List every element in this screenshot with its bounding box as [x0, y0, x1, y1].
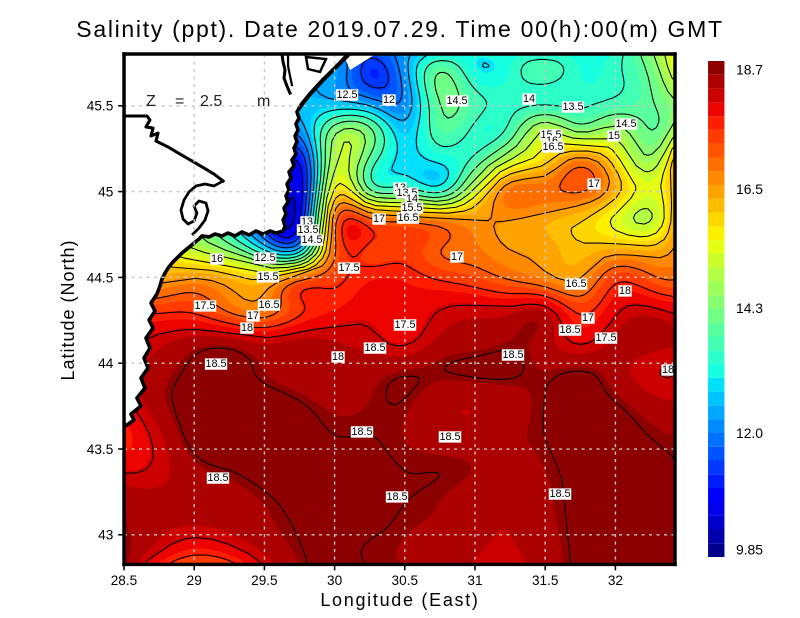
svg-text:17.5: 17.5	[595, 332, 616, 344]
svg-text:15.5: 15.5	[401, 202, 422, 214]
svg-text:28.5: 28.5	[111, 573, 138, 588]
svg-text:16.5: 16.5	[736, 181, 763, 197]
svg-text:17: 17	[588, 178, 600, 190]
svg-text:14.5: 14.5	[615, 118, 636, 130]
svg-text:17: 17	[373, 213, 385, 225]
svg-text:18.5: 18.5	[439, 431, 460, 443]
svg-text:13.5: 13.5	[297, 224, 318, 236]
svg-text:9.85: 9.85	[736, 542, 763, 558]
svg-text:18.5: 18.5	[386, 491, 407, 503]
svg-text:30: 30	[327, 573, 343, 588]
svg-text:18.5: 18.5	[207, 472, 228, 484]
svg-text:17: 17	[582, 312, 594, 324]
svg-text:12: 12	[383, 94, 395, 106]
svg-text:18.5: 18.5	[549, 488, 570, 500]
svg-text:16.5: 16.5	[397, 212, 418, 224]
svg-text:12.0: 12.0	[736, 425, 763, 441]
svg-text:18: 18	[619, 285, 631, 297]
svg-text:16.5: 16.5	[542, 141, 563, 153]
svg-text:31.5: 31.5	[532, 573, 559, 588]
svg-text:18.5: 18.5	[351, 426, 372, 438]
svg-text:16: 16	[211, 253, 223, 265]
svg-text:18.5: 18.5	[205, 358, 226, 370]
svg-text:44: 44	[98, 356, 114, 371]
svg-text:18.7: 18.7	[736, 62, 763, 78]
svg-text:15: 15	[608, 130, 620, 142]
svg-text:16.5: 16.5	[258, 299, 279, 311]
svg-text:12.5: 12.5	[254, 252, 275, 264]
svg-text:43.5: 43.5	[87, 442, 114, 457]
svg-text:17.5: 17.5	[194, 300, 215, 312]
svg-text:18: 18	[332, 351, 344, 363]
svg-text:14: 14	[523, 93, 535, 105]
svg-text:29.5: 29.5	[251, 573, 277, 588]
svg-text:29: 29	[187, 573, 202, 588]
svg-text:45.5: 45.5	[87, 99, 114, 114]
svg-text:30.5: 30.5	[392, 573, 418, 588]
svg-text:43: 43	[98, 528, 113, 543]
svg-text:14: 14	[406, 193, 418, 205]
svg-text:45: 45	[98, 185, 113, 200]
svg-text:13.5: 13.5	[562, 101, 583, 113]
svg-text:17: 17	[247, 310, 259, 322]
svg-text:14.5: 14.5	[446, 95, 467, 107]
svg-text:18.5: 18.5	[502, 349, 523, 361]
svg-text:17.5: 17.5	[394, 319, 415, 331]
svg-text:18: 18	[662, 364, 674, 376]
svg-text:31: 31	[467, 573, 482, 588]
svg-text:44.5: 44.5	[87, 270, 114, 285]
svg-text:15.5: 15.5	[257, 271, 278, 283]
svg-text:17: 17	[451, 251, 463, 263]
svg-text:18: 18	[241, 322, 253, 334]
svg-text:18.5: 18.5	[559, 324, 580, 336]
svg-text:14.5: 14.5	[301, 234, 322, 246]
svg-text:14.3: 14.3	[736, 300, 763, 316]
svg-text:12.5: 12.5	[336, 89, 357, 101]
svg-text:32: 32	[608, 573, 623, 588]
svg-text:17.5: 17.5	[338, 262, 359, 274]
svg-text:16.5: 16.5	[565, 278, 586, 290]
svg-text:18.5: 18.5	[364, 342, 385, 354]
